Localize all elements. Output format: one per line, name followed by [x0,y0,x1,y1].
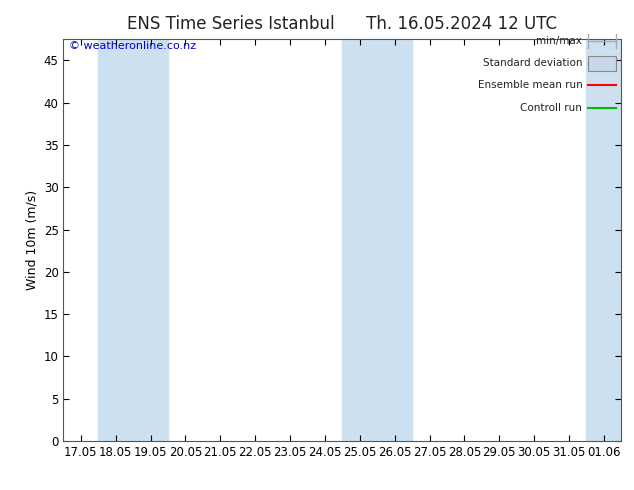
Bar [588,56,616,71]
Text: min/max: min/max [536,36,582,46]
Text: Standard deviation: Standard deviation [482,58,582,68]
Text: Controll run: Controll run [521,102,582,113]
Text: © weatheronline.co.nz: © weatheronline.co.nz [69,41,196,51]
Y-axis label: Wind 10m (m/s): Wind 10m (m/s) [25,190,38,290]
Bar [342,39,412,441]
Bar [586,39,621,441]
Text: ENS Time Series Istanbul      Th. 16.05.2024 12 UTC: ENS Time Series Istanbul Th. 16.05.2024 … [127,15,557,33]
Bar [98,39,168,441]
Text: Ensemble mean run: Ensemble mean run [477,80,582,91]
